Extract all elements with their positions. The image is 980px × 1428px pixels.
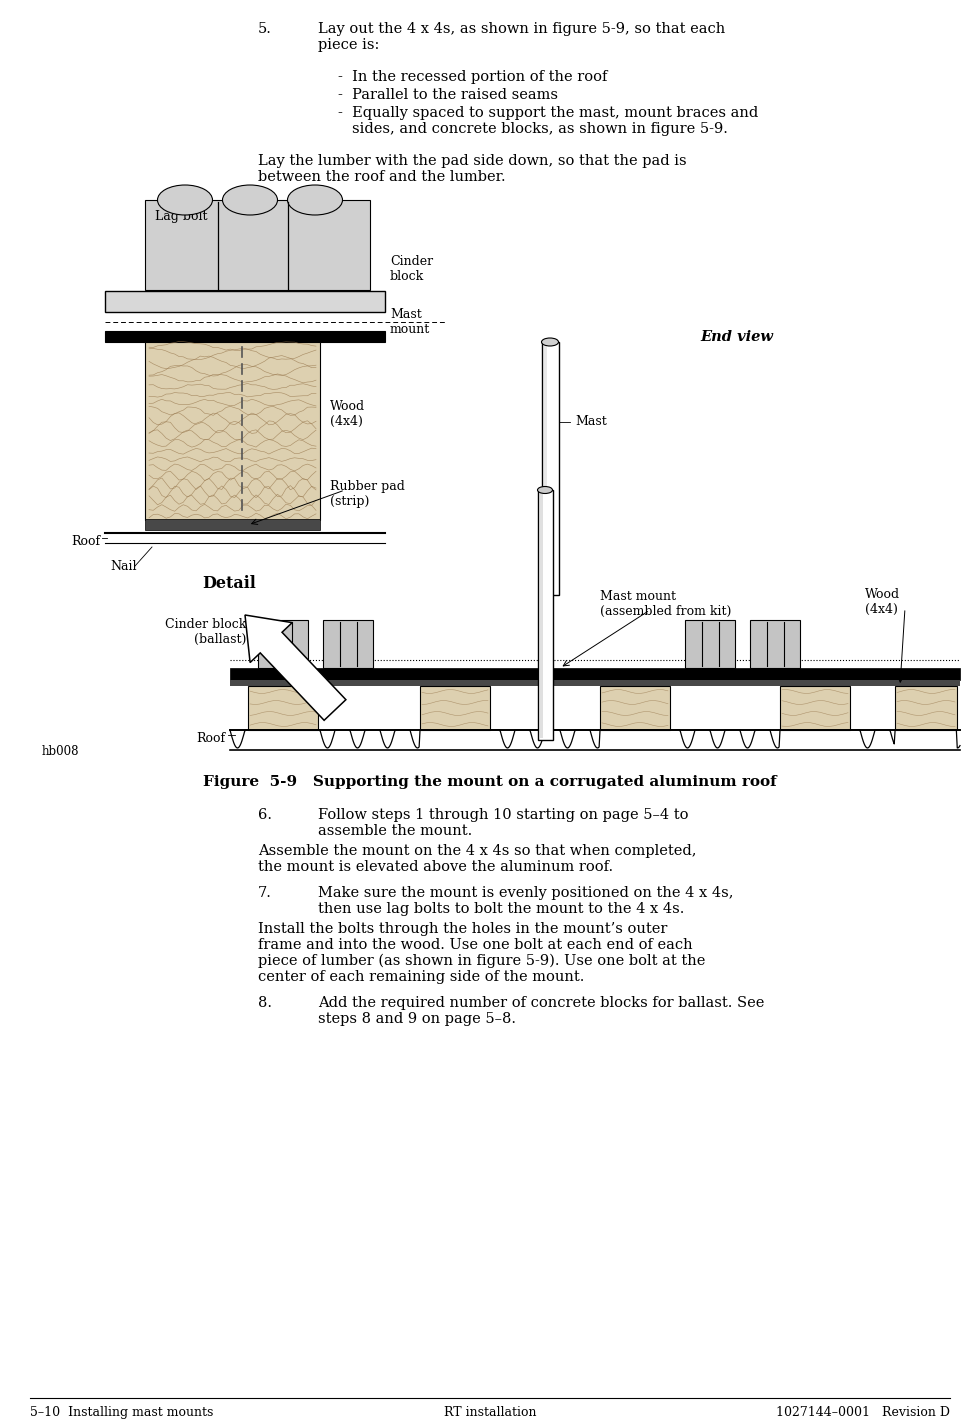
Ellipse shape [222, 186, 277, 216]
Bar [685, 620, 735, 668]
Text: 8.: 8. [258, 995, 272, 1010]
Text: Add the required number of concrete blocks for ballast. See: Add the required number of concrete bloc… [318, 995, 764, 1010]
Bar [544, 344, 547, 593]
Text: Assemble the mount on the 4 x 4s so that when completed,: Assemble the mount on the 4 x 4s so that… [258, 844, 697, 858]
Text: -  Parallel to the raised seams: - Parallel to the raised seams [338, 89, 558, 101]
Text: Wood: Wood [865, 588, 900, 601]
Bar [542, 341, 559, 595]
Text: Cinder block: Cinder block [165, 618, 246, 631]
Text: Make sure the mount is evenly positioned on the 4 x 4s,: Make sure the mount is evenly positioned… [318, 885, 733, 900]
Text: Wood: Wood [330, 400, 366, 413]
Text: frame and into the wood. Use one bolt at each end of each: frame and into the wood. Use one bolt at… [258, 938, 693, 952]
Text: Nail: Nail [110, 560, 136, 573]
Text: Install the bolts through the holes in the mount’s outer: Install the bolts through the holes in t… [258, 922, 667, 935]
Bar [323, 620, 373, 668]
Text: -  In the recessed portion of the roof: - In the recessed portion of the roof [338, 70, 608, 84]
Bar [145, 518, 320, 530]
Text: Lay out the 4 x 4s, as shown in figure 5-9, so that each: Lay out the 4 x 4s, as shown in figure 5… [318, 21, 725, 36]
Ellipse shape [542, 338, 559, 346]
Text: 6.: 6. [258, 808, 272, 823]
Bar [230, 680, 960, 685]
Text: End view: End view [700, 330, 773, 344]
Text: Mast: Mast [575, 416, 607, 428]
Ellipse shape [158, 186, 213, 216]
Text: 5–10  Installing mast mounts: 5–10 Installing mast mounts [30, 1407, 214, 1419]
Bar [538, 490, 553, 740]
Text: the mount is elevated above the aluminum roof.: the mount is elevated above the aluminum… [258, 860, 613, 874]
Bar [145, 341, 320, 520]
Bar [895, 685, 957, 730]
Text: Roof: Roof [196, 733, 225, 745]
Text: center of each remaining side of the mount.: center of each remaining side of the mou… [258, 970, 584, 984]
Bar [258, 620, 308, 668]
Text: mount: mount [390, 323, 430, 336]
Text: Lay the lumber with the pad side down, so that the pad is: Lay the lumber with the pad side down, s… [258, 154, 687, 169]
Text: Rubber pad: Rubber pad [330, 480, 405, 493]
Text: (ballast): (ballast) [194, 633, 246, 645]
Text: 5.: 5. [258, 21, 271, 36]
Bar [105, 291, 385, 311]
Text: steps 8 and 9 on page 5–8.: steps 8 and 9 on page 5–8. [318, 1012, 516, 1025]
Text: between the roof and the lumber.: between the roof and the lumber. [258, 170, 506, 184]
Bar [540, 493, 543, 738]
Ellipse shape [287, 186, 342, 216]
Text: piece is:: piece is: [318, 39, 379, 51]
Text: piece of lumber (as shown in figure 5-9). Use one bolt at the: piece of lumber (as shown in figure 5-9)… [258, 954, 706, 968]
Text: hb008: hb008 [42, 745, 79, 758]
Text: Follow steps 1 through 10 starting on page 5–4 to: Follow steps 1 through 10 starting on pa… [318, 808, 689, 823]
Text: block: block [390, 270, 424, 283]
Text: Cinder: Cinder [390, 256, 433, 268]
Text: Detail: Detail [202, 575, 256, 593]
Text: assemble the mount.: assemble the mount. [318, 824, 472, 838]
Text: then use lag bolts to bolt the mount to the 4 x 4s.: then use lag bolts to bolt the mount to … [318, 902, 684, 915]
Text: (assembled from kit): (assembled from kit) [600, 605, 731, 618]
Text: Figure  5-9   Supporting the mount on a corrugated aluminum roof: Figure 5-9 Supporting the mount on a cor… [203, 775, 777, 790]
Bar [105, 331, 385, 341]
Text: RT installation: RT installation [444, 1407, 536, 1419]
Bar [600, 685, 670, 730]
Ellipse shape [537, 487, 553, 494]
Text: 7.: 7. [258, 885, 271, 900]
Text: (strip): (strip) [330, 496, 369, 508]
Text: Mast mount: Mast mount [600, 590, 676, 603]
Bar [780, 685, 850, 730]
Text: (4x4): (4x4) [865, 603, 898, 615]
Text: Roof: Roof [71, 536, 100, 548]
Text: -  Equally spaced to support the mast, mount braces and: - Equally spaced to support the mast, mo… [338, 106, 759, 120]
Text: Lag bolt: Lag bolt [155, 210, 208, 223]
Text: sides, and concrete blocks, as shown in figure 5-9.: sides, and concrete blocks, as shown in … [352, 121, 728, 136]
Bar [230, 668, 960, 680]
FancyArrow shape [245, 615, 346, 720]
Text: 1027144–0001   Revision D: 1027144–0001 Revision D [776, 1407, 950, 1419]
Text: Mast: Mast [390, 308, 421, 321]
Bar [145, 200, 370, 290]
Bar [750, 620, 800, 668]
Bar [248, 685, 318, 730]
Text: (4x4): (4x4) [330, 416, 363, 428]
Bar [420, 685, 490, 730]
